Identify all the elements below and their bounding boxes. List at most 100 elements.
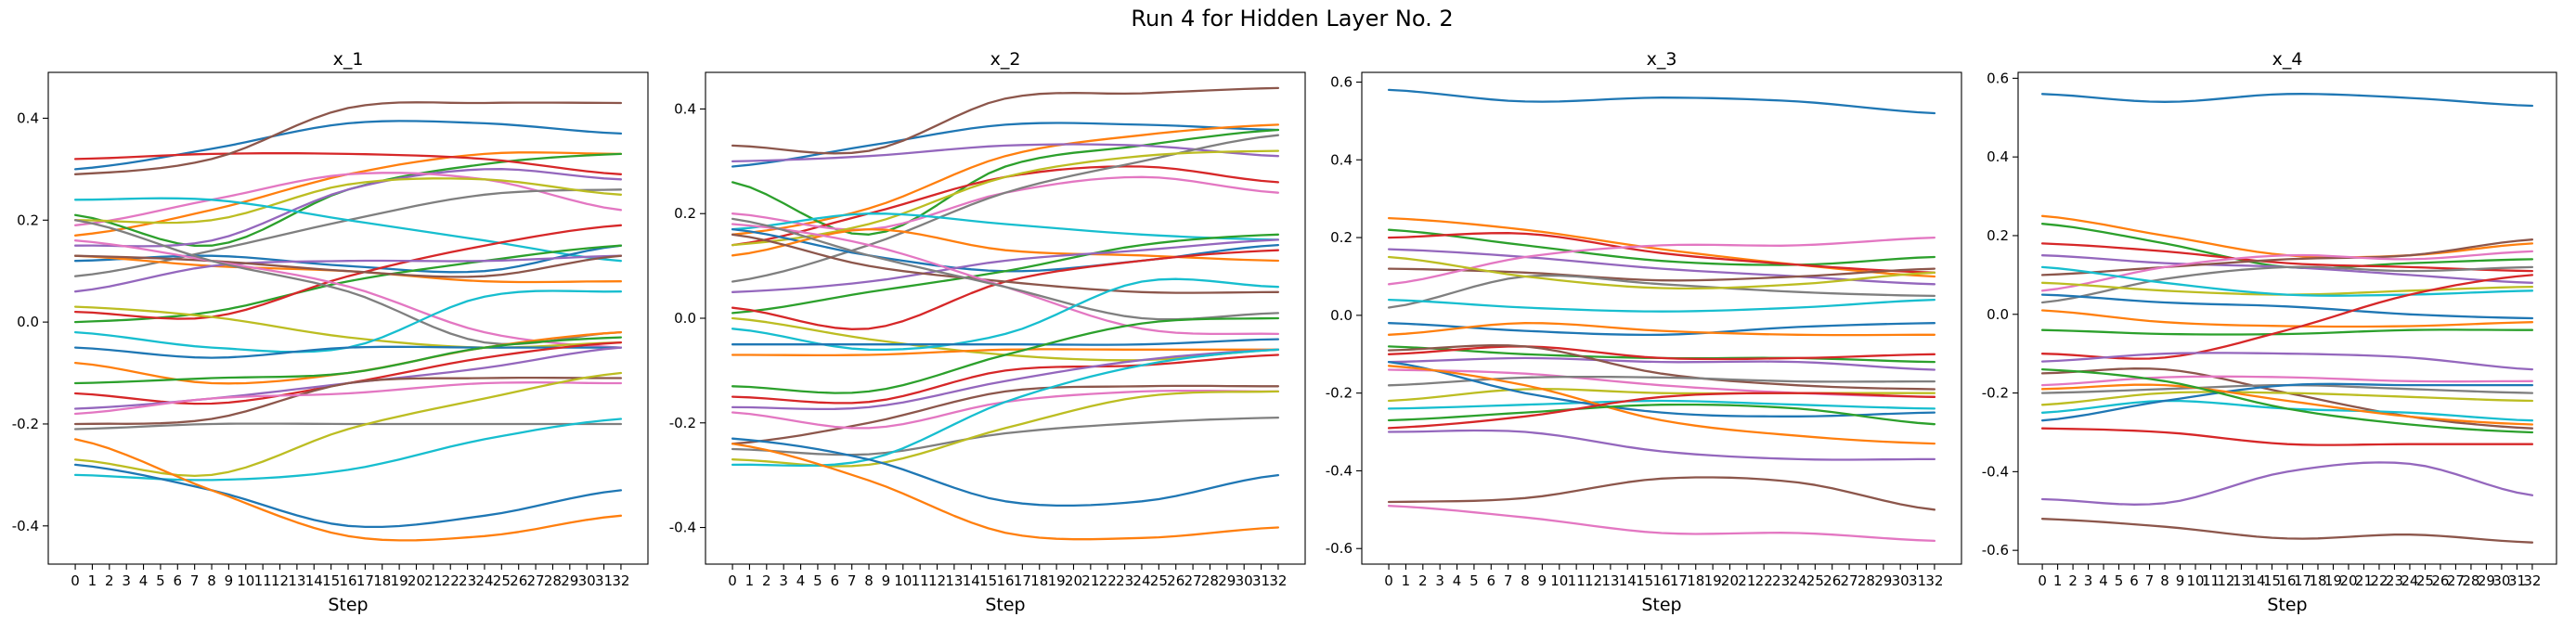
x-tick-label: 5 bbox=[2115, 572, 2124, 589]
x-tick-label: 13 bbox=[945, 572, 963, 589]
x-tick-label: 17 bbox=[356, 572, 374, 589]
x-tick-label: 17 bbox=[2294, 572, 2311, 589]
panel-title: x_1 bbox=[333, 49, 364, 70]
x-axis-label: Step bbox=[1641, 595, 1681, 615]
x-tick-label: 8 bbox=[864, 572, 874, 589]
x-tick-label: 10 bbox=[894, 572, 912, 589]
x-tick-label: 17 bbox=[1014, 572, 1031, 589]
x-tick-label: 22 bbox=[442, 572, 460, 589]
series-line bbox=[1387, 392, 1936, 430]
x-tick-label: 15 bbox=[322, 572, 340, 589]
x-tick-label: 3 bbox=[779, 572, 788, 589]
y-tick-label: -0.2 bbox=[1326, 385, 1353, 402]
y-tick-label: 0.2 bbox=[674, 205, 696, 222]
y-tick-label: -0.6 bbox=[1982, 542, 2009, 559]
x-tick-label: 29 bbox=[1874, 572, 1892, 589]
series-line bbox=[731, 348, 1280, 411]
x-tick-label: 24 bbox=[1133, 572, 1150, 589]
series-line bbox=[1387, 322, 1936, 337]
y-tick-label: 0.6 bbox=[1987, 70, 2009, 86]
series-line bbox=[1387, 356, 1936, 371]
series-line bbox=[1387, 365, 1936, 445]
series-line bbox=[1387, 344, 1936, 391]
x-tick-label: 9 bbox=[225, 572, 234, 589]
x-tick-label: 7 bbox=[848, 572, 857, 589]
y-tick-label: -0.4 bbox=[1982, 463, 2009, 480]
y-tick-label: 0.4 bbox=[1987, 148, 2009, 165]
series-line bbox=[2040, 309, 2534, 328]
x-tick-label: 24 bbox=[1789, 572, 1806, 589]
series-line bbox=[2040, 518, 2534, 544]
series-line bbox=[2040, 375, 2534, 387]
series-line bbox=[1387, 274, 1936, 309]
plot-frame bbox=[2017, 71, 2557, 565]
x-tick-label: 19 bbox=[391, 572, 408, 589]
x-tick-label: 5 bbox=[156, 572, 165, 589]
panel-title: x_4 bbox=[2272, 49, 2303, 70]
y-tick-label: -0.6 bbox=[1326, 540, 1353, 557]
x-tick-label: 15 bbox=[979, 572, 997, 589]
series-line bbox=[73, 330, 623, 385]
x-tick-label: 26 bbox=[2431, 572, 2449, 589]
x-tick-label: 15 bbox=[2263, 572, 2281, 589]
panel-title: x_2 bbox=[990, 49, 1021, 70]
x-tick-label: 11 bbox=[2202, 572, 2220, 589]
x-tick-label: 21 bbox=[424, 572, 442, 589]
series-line bbox=[731, 143, 1280, 163]
x-tick-label: 21 bbox=[2355, 572, 2373, 589]
x-tick-label: 8 bbox=[1521, 572, 1530, 589]
x-tick-label: 18 bbox=[2309, 572, 2326, 589]
x-tick-label: 23 bbox=[459, 572, 476, 589]
series-line bbox=[73, 101, 623, 175]
x-tick-label: 7 bbox=[2145, 572, 2155, 589]
x-tick-label: 23 bbox=[2386, 572, 2403, 589]
series-line bbox=[73, 254, 623, 278]
series-line bbox=[2040, 352, 2534, 371]
series-line bbox=[2040, 382, 2534, 422]
series-line bbox=[2040, 265, 2534, 304]
x-tick-label: 22 bbox=[1755, 572, 1773, 589]
series-line bbox=[731, 416, 1280, 456]
x-tick-label: 31 bbox=[1252, 572, 1270, 589]
x-tick-label: 13 bbox=[2233, 572, 2250, 589]
x-tick-label: 11 bbox=[254, 572, 272, 589]
x-tick-label: 29 bbox=[2478, 572, 2495, 589]
series-line bbox=[2040, 367, 2534, 434]
series-line bbox=[1387, 255, 1936, 290]
x-tick-label: 14 bbox=[963, 572, 980, 589]
series-line bbox=[731, 128, 1280, 236]
figure-title: Run 4 for Hidden Layer No. 2 bbox=[1131, 6, 1453, 32]
x-axis-label: Step bbox=[2267, 595, 2307, 615]
x-axis-label: Step bbox=[328, 595, 368, 615]
y-tick-label: -0.2 bbox=[669, 415, 696, 431]
x-tick-label: 5 bbox=[813, 572, 822, 589]
x-tick-label: 1 bbox=[88, 572, 97, 589]
series-line bbox=[73, 381, 623, 416]
y-tick-label: 0.2 bbox=[17, 212, 39, 228]
series-line bbox=[1387, 216, 1936, 278]
x-tick-label: 20 bbox=[1721, 572, 1739, 589]
series-line bbox=[2040, 93, 2534, 108]
x-tick-label: 1 bbox=[2053, 572, 2063, 589]
series-line bbox=[2040, 399, 2534, 422]
series-line bbox=[731, 238, 1280, 293]
series-line bbox=[73, 254, 623, 293]
x-tick-label: 28 bbox=[1201, 572, 1219, 589]
series-line bbox=[1387, 298, 1936, 313]
x-tick-label: 6 bbox=[831, 572, 840, 589]
series-line bbox=[73, 345, 623, 359]
x-axis-label: Step bbox=[985, 595, 1025, 615]
x-tick-label: 25 bbox=[2416, 572, 2434, 589]
series-line bbox=[73, 197, 623, 263]
y-tick-label: 0.4 bbox=[17, 109, 39, 126]
x-tick-label: 0 bbox=[71, 572, 80, 589]
y-tick-label: 0.4 bbox=[1330, 151, 1353, 168]
x-tick-label: 25 bbox=[1806, 572, 1824, 589]
x-tick-label: 26 bbox=[510, 572, 527, 589]
series-group bbox=[2040, 93, 2534, 544]
series-group bbox=[73, 101, 623, 542]
x-tick-label: 21 bbox=[1081, 572, 1099, 589]
x-tick-label: 1 bbox=[1402, 572, 1411, 589]
series-line bbox=[1387, 375, 1936, 387]
series-line bbox=[731, 134, 1280, 283]
